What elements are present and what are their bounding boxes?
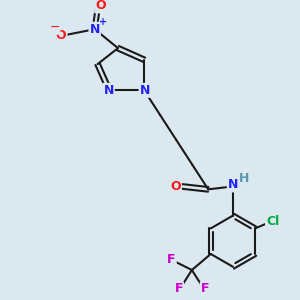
Text: N: N [228, 178, 238, 191]
Text: −: − [49, 21, 60, 34]
Text: F: F [175, 282, 183, 296]
Text: N: N [103, 84, 114, 97]
Text: F: F [167, 253, 176, 266]
Text: N: N [89, 23, 100, 36]
Text: N: N [140, 84, 150, 97]
Text: Cl: Cl [266, 214, 279, 228]
Text: O: O [56, 28, 67, 41]
Text: F: F [201, 282, 209, 296]
Text: O: O [170, 180, 181, 193]
Text: O: O [95, 0, 106, 12]
Text: +: + [99, 17, 107, 27]
Text: H: H [239, 172, 249, 185]
